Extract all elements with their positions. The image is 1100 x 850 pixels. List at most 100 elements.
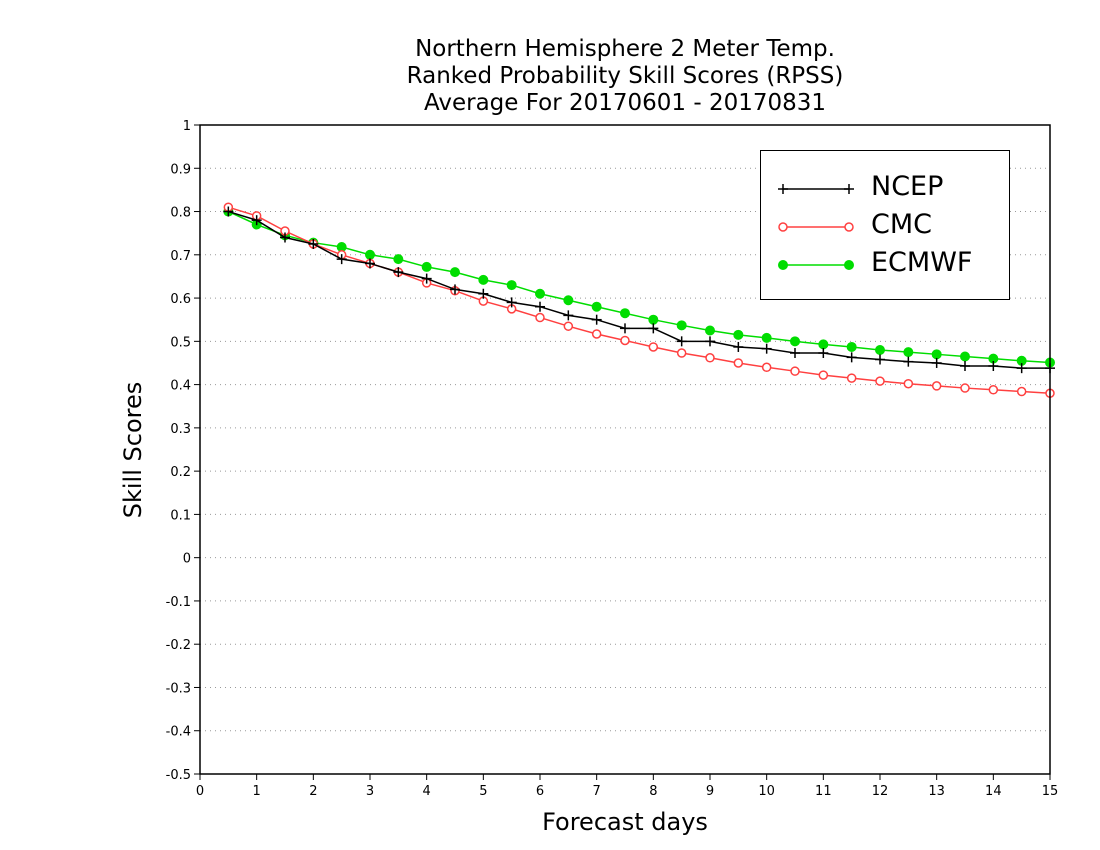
y-tick-label: -0.4 bbox=[166, 725, 191, 740]
point-cmc bbox=[846, 373, 857, 383]
point-cmc bbox=[535, 312, 545, 323]
y-tick-label: -0.2 bbox=[166, 638, 191, 653]
y-tick-label: 0.6 bbox=[170, 292, 191, 307]
x-tick-label: 15 bbox=[1042, 784, 1059, 799]
point-ecmwf bbox=[818, 339, 829, 350]
point-cmc bbox=[931, 381, 942, 391]
legend-label-ecmwf: ECMWF bbox=[871, 247, 973, 278]
legend-marker-ncep bbox=[778, 184, 788, 194]
legend-marker-ecmwf bbox=[778, 260, 788, 270]
y-tick-label: 0 bbox=[183, 552, 191, 567]
point-ecmwf bbox=[535, 288, 545, 299]
x-tick-label: 8 bbox=[649, 784, 657, 799]
chart-title-line-3: Average For 20170601 - 20170831 bbox=[423, 90, 827, 116]
y-tick-label: 0.8 bbox=[170, 206, 191, 221]
y-axis-label: Skill Scores bbox=[119, 381, 147, 519]
point-ncep bbox=[761, 343, 772, 354]
point-cmc bbox=[790, 366, 800, 376]
legend-marker-ecmwf bbox=[844, 260, 854, 270]
x-tick-label: 13 bbox=[928, 784, 945, 799]
point-ncep bbox=[535, 301, 545, 312]
point-cmc bbox=[988, 385, 999, 395]
point-ncep bbox=[790, 348, 800, 359]
point-cmc bbox=[705, 353, 715, 363]
point-ncep bbox=[818, 348, 829, 359]
point-ncep bbox=[931, 357, 942, 368]
y-tick-label: -0.5 bbox=[166, 768, 191, 783]
x-tick-label: 9 bbox=[706, 784, 714, 799]
point-cmc bbox=[1016, 386, 1027, 397]
x-tick-label: 14 bbox=[985, 784, 1002, 799]
chart-title-line-2: Ranked Probability Skill Scores (RPSS) bbox=[406, 63, 844, 89]
legend-marker-cmc bbox=[778, 222, 788, 232]
point-ecmwf bbox=[506, 280, 517, 291]
x-tick-label: 7 bbox=[593, 784, 601, 799]
x-tick-label: 1 bbox=[253, 784, 261, 799]
point-ecmwf bbox=[960, 351, 970, 362]
point-ncep bbox=[988, 360, 999, 371]
y-tick-label: -0.3 bbox=[166, 681, 191, 696]
point-ncep bbox=[308, 238, 319, 249]
axis-ticks: -0.5 -0.4 -0.3 -0.2 -0.1 0 0.1 0.2 0.3 0.4 0.5 0.6 0… bbox=[166, 119, 1059, 799]
point-cmc bbox=[733, 358, 744, 368]
legend: NCEP CMC ECMWF bbox=[760, 150, 1010, 300]
x-tick-label: 10 bbox=[758, 784, 775, 799]
point-ecmwf bbox=[903, 347, 914, 358]
chart-title-line-1: Northern Hemisphere 2 Meter Temp. bbox=[415, 36, 835, 62]
y-tick-label: 0.7 bbox=[170, 249, 191, 264]
y-tick-label: 0.1 bbox=[170, 508, 191, 523]
x-tick-label: 11 bbox=[815, 784, 832, 799]
x-tick-label: 4 bbox=[423, 784, 431, 799]
point-ecmwf bbox=[705, 325, 715, 336]
point-ncep bbox=[846, 352, 857, 363]
x-axis-label: Forecast days bbox=[542, 808, 708, 836]
point-ncep bbox=[1016, 363, 1027, 374]
point-ncep bbox=[251, 215, 262, 226]
point-ecmwf bbox=[620, 308, 630, 319]
point-ncep bbox=[705, 336, 715, 347]
point-ncep bbox=[563, 310, 574, 321]
point-ncep bbox=[875, 354, 885, 365]
y-tick-label: 0.3 bbox=[170, 422, 191, 437]
point-cmc bbox=[960, 383, 970, 393]
y-tick-label: 1 bbox=[183, 119, 191, 134]
point-ecmwf bbox=[733, 329, 744, 340]
point-ecmwf bbox=[365, 249, 375, 260]
x-tick-label: 12 bbox=[872, 784, 889, 799]
x-tick-label: 3 bbox=[366, 784, 374, 799]
point-ncep bbox=[280, 232, 290, 243]
point-ncep bbox=[365, 258, 375, 269]
point-ncep bbox=[336, 254, 347, 265]
legend-label-ncep: NCEP bbox=[871, 171, 944, 202]
point-ecmwf bbox=[761, 332, 772, 343]
y-tick-label: -0.1 bbox=[166, 595, 191, 610]
point-ecmwf bbox=[790, 336, 800, 347]
legend-marker-ncep bbox=[844, 184, 854, 194]
point-ncep bbox=[591, 314, 602, 325]
point-ecmwf bbox=[931, 349, 942, 360]
point-cmc bbox=[563, 321, 574, 331]
point-cmc bbox=[903, 378, 914, 389]
point-cmc bbox=[818, 370, 829, 380]
legend-swatches bbox=[778, 184, 854, 270]
y-tick-label: 0.9 bbox=[170, 162, 191, 177]
point-ncep bbox=[450, 284, 460, 295]
y-tick-label: 0.4 bbox=[170, 379, 191, 394]
point-ecmwf bbox=[846, 341, 857, 352]
point-ecmwf bbox=[478, 274, 489, 285]
y-tick-label: 0.2 bbox=[170, 465, 191, 480]
point-ecmwf bbox=[450, 267, 460, 278]
point-ecmwf bbox=[563, 295, 574, 306]
y-tick-label: 0.5 bbox=[170, 335, 191, 350]
point-ecmwf bbox=[875, 344, 885, 355]
plot-frame bbox=[199, 124, 1051, 775]
point-cmc bbox=[591, 329, 602, 339]
point-ncep bbox=[620, 323, 630, 334]
point-ecmwf bbox=[591, 301, 602, 312]
point-ncep bbox=[648, 323, 659, 334]
point-cmc bbox=[676, 348, 687, 358]
legend-marker-cmc bbox=[844, 222, 854, 232]
point-ecmwf bbox=[648, 314, 659, 325]
point-cmc bbox=[761, 362, 772, 373]
